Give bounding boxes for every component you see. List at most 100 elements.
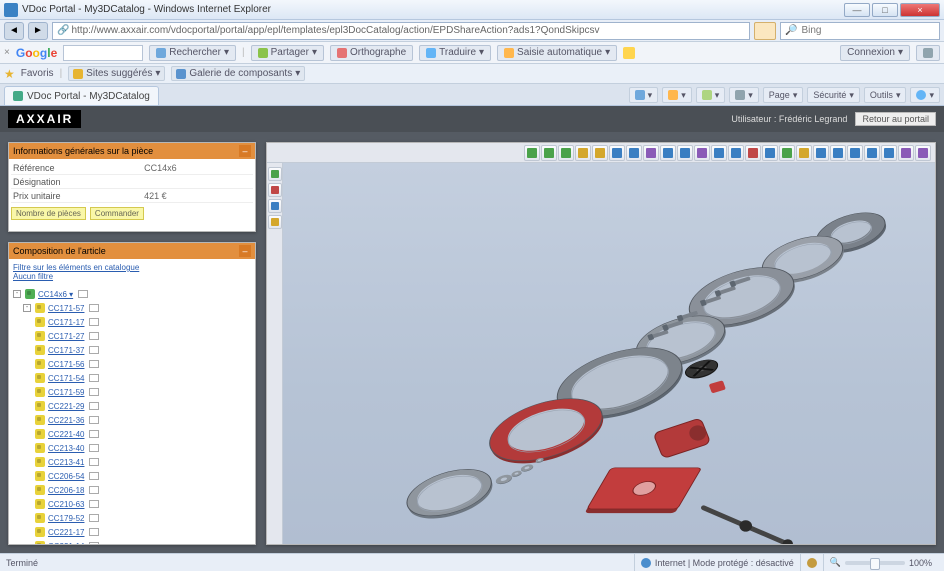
tree-node[interactable]: CC213-40: [35, 441, 251, 455]
viewer-tool-button[interactable]: [881, 145, 897, 161]
ie-feeds-button[interactable]: ▾: [662, 87, 692, 103]
viewer-tool-button[interactable]: [915, 145, 931, 161]
tree-node[interactable]: CC179-52: [35, 511, 251, 525]
tree-node[interactable]: CC171-56: [35, 357, 251, 371]
tree-doc-icon[interactable]: [89, 458, 99, 466]
tree-node[interactable]: CC171-54: [35, 371, 251, 385]
viewer-tool-button[interactable]: [677, 145, 693, 161]
tree-label[interactable]: CC221-17: [48, 528, 84, 537]
google-translate-button[interactable]: Traduire ▾: [419, 45, 491, 61]
window-close-button[interactable]: ×: [900, 3, 940, 17]
tree-doc-icon[interactable]: [89, 388, 99, 396]
tree-doc-icon[interactable]: [89, 472, 99, 480]
viewer-tool-button[interactable]: [898, 145, 914, 161]
tree-label[interactable]: CC213-40: [48, 444, 84, 453]
viewer-tool-button[interactable]: [813, 145, 829, 161]
ie-help-button[interactable]: ▾: [910, 87, 940, 103]
nav-forward-button[interactable]: ►: [28, 22, 48, 40]
tree-node[interactable]: CC171-17: [35, 315, 251, 329]
google-settings-button[interactable]: [916, 45, 940, 61]
status-protected-icon[interactable]: [800, 554, 823, 571]
viewer-tool-button[interactable]: [745, 145, 761, 161]
tree-doc-icon[interactable]: [89, 542, 99, 544]
tree-label[interactable]: CC206-18: [48, 486, 84, 495]
tree-doc-icon[interactable]: [89, 360, 99, 368]
viewer-tool-button[interactable]: [609, 145, 625, 161]
tree-node[interactable]: - CC14x6 ▾: [13, 287, 251, 301]
status-zone[interactable]: Internet | Mode protégé : désactivé: [634, 554, 800, 571]
viewer-tool-button[interactable]: [592, 145, 608, 161]
tree-node[interactable]: CC213-41: [35, 455, 251, 469]
tree-doc-icon[interactable]: [89, 318, 99, 326]
viewer-side-button[interactable]: [268, 183, 282, 197]
viewer-tool-button[interactable]: [575, 145, 591, 161]
tree-node[interactable]: CC206-54: [35, 469, 251, 483]
tree-doc-icon[interactable]: [89, 514, 99, 522]
tree-doc-icon[interactable]: [89, 416, 99, 424]
tree-doc-icon[interactable]: [89, 402, 99, 410]
tree-node[interactable]: -CC171-57: [23, 301, 251, 315]
zoom-control[interactable]: 🔍100%: [823, 554, 938, 571]
viewer-canvas[interactable]: [283, 163, 935, 544]
tree-label[interactable]: CC179-52: [48, 514, 84, 523]
google-signin-button[interactable]: Connexion ▾: [840, 45, 910, 61]
tree-node[interactable]: CC221-40: [35, 427, 251, 441]
favorites-star-icon[interactable]: ★: [4, 67, 15, 81]
favorite-gallery[interactable]: Galerie de composants ▾: [171, 66, 305, 81]
tree-node[interactable]: CC210-63: [35, 497, 251, 511]
viewer-tool-button[interactable]: [524, 145, 540, 161]
tree-label[interactable]: CC221-14: [48, 542, 84, 545]
viewer-tool-button[interactable]: [847, 145, 863, 161]
tree-label[interactable]: CC213-41: [48, 458, 84, 467]
viewer-tool-button[interactable]: [779, 145, 795, 161]
tree-node[interactable]: CC221-17: [35, 525, 251, 539]
filter-aucun-link[interactable]: Aucun filtre: [13, 272, 251, 281]
google-spell-button[interactable]: Orthographe: [330, 45, 413, 61]
google-search-button[interactable]: Rechercher ▾: [149, 45, 236, 61]
tab-active[interactable]: VDoc Portal - My3DCatalog: [4, 86, 159, 105]
tree-label[interactable]: CC221-40: [48, 430, 84, 439]
tree-panel-collapse-icon[interactable]: –: [239, 245, 251, 257]
tree-label[interactable]: CC171-27: [48, 332, 84, 341]
viewer-tool-button[interactable]: [711, 145, 727, 161]
tree-node[interactable]: CC221-14: [35, 539, 251, 544]
tree-doc-icon[interactable]: [89, 374, 99, 382]
tree-label[interactable]: CC171-37: [48, 346, 84, 355]
tree-doc-icon[interactable]: [89, 430, 99, 438]
window-maximize-button[interactable]: □: [872, 3, 898, 17]
tree-doc-icon[interactable]: [89, 332, 99, 340]
viewer-tool-button[interactable]: [762, 145, 778, 161]
google-search-input[interactable]: [63, 45, 143, 61]
tree-expand-icon[interactable]: -: [13, 290, 21, 298]
ie-page-menu[interactable]: Page ▾: [763, 87, 804, 103]
favorites-label[interactable]: Favoris: [21, 68, 54, 79]
favorite-suggested-sites[interactable]: Sites suggérés ▾: [68, 66, 165, 81]
viewer-tool-button[interactable]: [626, 145, 642, 161]
tree-label[interactable]: CC171-59: [48, 388, 84, 397]
tree-label[interactable]: CC171-54: [48, 374, 84, 383]
tree-node[interactable]: CC206-18: [35, 483, 251, 497]
viewer-tool-button[interactable]: [796, 145, 812, 161]
tree-node[interactable]: CC221-36: [35, 413, 251, 427]
tree-doc-icon[interactable]: [89, 500, 99, 508]
tree-doc-icon[interactable]: [89, 486, 99, 494]
viewer-side-button[interactable]: [268, 199, 282, 213]
order-button[interactable]: Commander: [90, 207, 144, 220]
tree-label[interactable]: CC221-29: [48, 402, 84, 411]
tree-doc-icon[interactable]: [89, 528, 99, 536]
viewer-tool-button[interactable]: [694, 145, 710, 161]
viewer-tool-button[interactable]: [864, 145, 880, 161]
viewer-side-button[interactable]: [268, 215, 282, 229]
tree-node[interactable]: CC221-29: [35, 399, 251, 413]
ie-home-button[interactable]: ▾: [629, 87, 659, 103]
parts-count-button[interactable]: Nombre de pièces: [11, 207, 86, 220]
tree-label[interactable]: CC210-63: [48, 500, 84, 509]
ie-tools-menu[interactable]: Outils ▾: [864, 87, 907, 103]
tree-node[interactable]: CC171-27: [35, 329, 251, 343]
viewer-tool-button[interactable]: [643, 145, 659, 161]
viewer-side-button[interactable]: [268, 167, 282, 181]
viewer-tool-button[interactable]: [660, 145, 676, 161]
ie-print-button[interactable]: ▾: [729, 87, 759, 103]
tree-label[interactable]: CC14x6 ▾: [38, 290, 73, 299]
tree-label[interactable]: CC171-17: [48, 318, 84, 327]
